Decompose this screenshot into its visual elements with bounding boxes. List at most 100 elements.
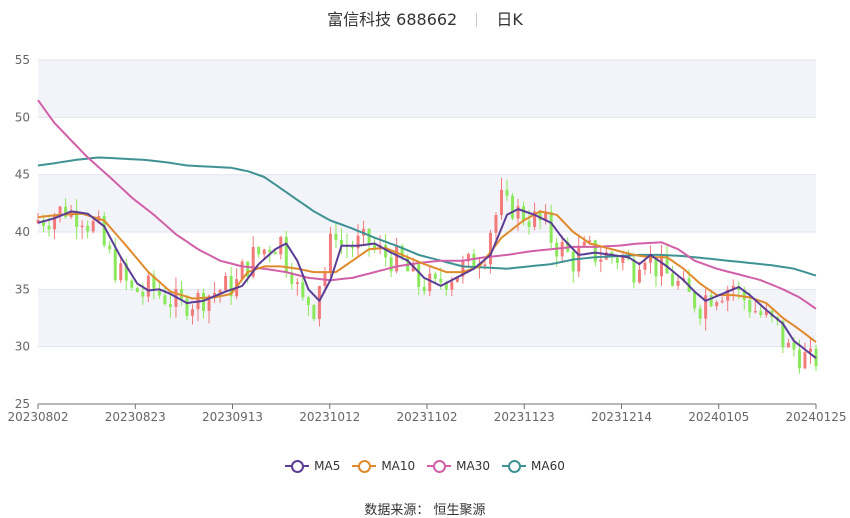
legend-item-ma60[interactable]: MA60	[502, 459, 565, 473]
candle-body	[400, 246, 404, 259]
legend-item-ma10[interactable]: MA10	[352, 459, 415, 473]
candle-body	[86, 225, 90, 232]
candle-body	[339, 239, 343, 246]
candles	[36, 177, 818, 374]
candle-body	[202, 292, 206, 311]
candle-body	[422, 286, 426, 292]
candle-body	[764, 310, 768, 316]
candle-body	[113, 249, 117, 281]
candle-body	[803, 352, 807, 369]
chart-title: 富信科技 688662 日K	[0, 6, 850, 30]
candle-body	[753, 311, 757, 313]
candle-body	[108, 245, 112, 250]
candle-body	[533, 211, 537, 227]
candle-body	[637, 269, 641, 283]
candle-body	[466, 253, 470, 262]
candle-body	[268, 249, 272, 253]
candle-body	[808, 348, 812, 353]
candle-body	[444, 282, 448, 290]
candle-body	[356, 235, 360, 249]
candle-body	[146, 275, 150, 297]
ma30-line	[37, 99, 817, 310]
candle-body	[593, 240, 597, 262]
candle-body	[742, 289, 746, 301]
x-tick-label: 20240105	[688, 410, 749, 424]
candle-body	[157, 288, 161, 296]
candle-body	[516, 206, 520, 219]
legend-label: MA30	[456, 459, 491, 473]
candle-body	[499, 189, 503, 216]
candle-body	[373, 244, 377, 248]
candle-body	[190, 309, 194, 316]
candle-body	[328, 233, 332, 272]
candle-body	[588, 240, 592, 242]
x-tick-label: 20230802	[7, 410, 68, 424]
y-tick-label: 25	[15, 397, 30, 411]
legend: MA5 MA10 MA30 MA60	[0, 459, 850, 475]
candle-body	[179, 289, 183, 299]
legend-swatch	[352, 460, 377, 473]
candle-body	[571, 251, 575, 272]
candle-body	[472, 253, 476, 268]
candle-body	[428, 273, 432, 292]
candle-body	[262, 249, 266, 255]
candle-body	[648, 257, 652, 263]
candle-body	[64, 206, 68, 217]
ma60-line	[37, 156, 817, 277]
candle-body	[632, 259, 636, 283]
candle-body	[781, 320, 785, 348]
x-tick-label: 20231123	[494, 410, 555, 424]
candle-body	[141, 291, 145, 297]
candle-body	[792, 342, 796, 350]
candle-body	[439, 278, 443, 283]
candle-body	[168, 304, 172, 307]
candle-body	[75, 211, 79, 228]
candle-body	[786, 342, 790, 348]
candle-body	[317, 286, 321, 319]
candle-body	[163, 295, 167, 305]
candle-body	[615, 257, 619, 263]
candle-body	[229, 275, 233, 297]
candle-body	[218, 290, 222, 293]
candle-body	[351, 246, 355, 249]
candle-body	[306, 297, 310, 305]
candle-body	[130, 280, 134, 288]
candle-body	[53, 216, 57, 230]
candle-body	[494, 215, 498, 233]
candle-body	[544, 211, 548, 221]
candle-body	[461, 261, 465, 277]
candle-body	[797, 349, 801, 369]
candle-body	[384, 245, 388, 258]
candle-body	[367, 228, 371, 245]
ma5-line	[37, 208, 817, 359]
band	[38, 289, 816, 347]
ma10-line	[37, 210, 817, 343]
candle-body	[748, 300, 752, 313]
x-tick-label: 20230823	[105, 410, 166, 424]
candle-body	[246, 261, 250, 277]
title-separator	[476, 13, 478, 27]
legend-swatch	[285, 460, 310, 473]
candle-body	[660, 255, 664, 277]
candle-body	[124, 263, 128, 281]
y-tick-label: 40	[15, 225, 30, 239]
legend-label: MA5	[314, 459, 341, 473]
background-bands	[38, 60, 816, 347]
band	[38, 174, 816, 232]
candle-body	[654, 257, 658, 277]
moving-average-lines	[37, 99, 817, 359]
candle-body	[295, 282, 299, 284]
candle-body	[698, 308, 702, 319]
legend-item-ma30[interactable]: MA30	[427, 459, 490, 473]
candle-body	[549, 211, 553, 243]
legend-item-ma5[interactable]: MA5	[285, 459, 340, 473]
candle-body	[58, 206, 62, 217]
y-tick-label: 30	[15, 340, 30, 354]
legend-swatch	[502, 460, 527, 473]
candle-body	[185, 298, 189, 316]
candle-body	[643, 262, 647, 270]
legend-label: MA10	[381, 459, 416, 473]
x-tick-label: 20231012	[299, 410, 360, 424]
candle-body	[704, 295, 708, 319]
